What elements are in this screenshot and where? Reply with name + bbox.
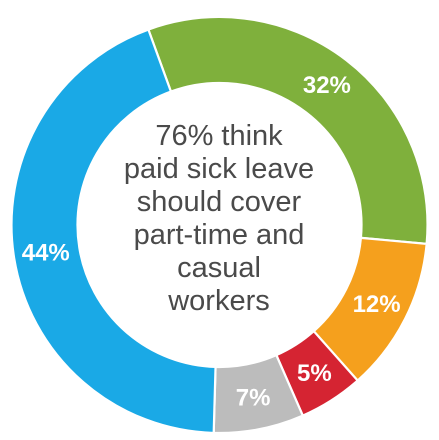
slice-32 (146, 15, 429, 246)
center-text-line-1: 76% think (155, 120, 283, 152)
center-text-line-2: paid sick leave (123, 153, 315, 185)
slice-label-5: 5% (297, 360, 332, 387)
slice-labels: 32% 12% 5% 7% 44% (22, 72, 401, 411)
center-text-line-5: casual (177, 252, 261, 284)
slice-label-12: 12% (353, 291, 401, 318)
center-text: 76% think paid sick leave should cover p… (100, 120, 338, 318)
slice-44 (10, 28, 217, 435)
slice-label-7: 7% (236, 384, 271, 411)
center-text-line-4: part-time and (133, 219, 305, 251)
slice-label-32: 32% (303, 72, 351, 99)
donut-slices (10, 15, 429, 435)
center-text-line-3: should cover (136, 186, 302, 218)
center-text-line-6: workers (168, 285, 270, 317)
slice-label-44: 44% (22, 240, 70, 267)
